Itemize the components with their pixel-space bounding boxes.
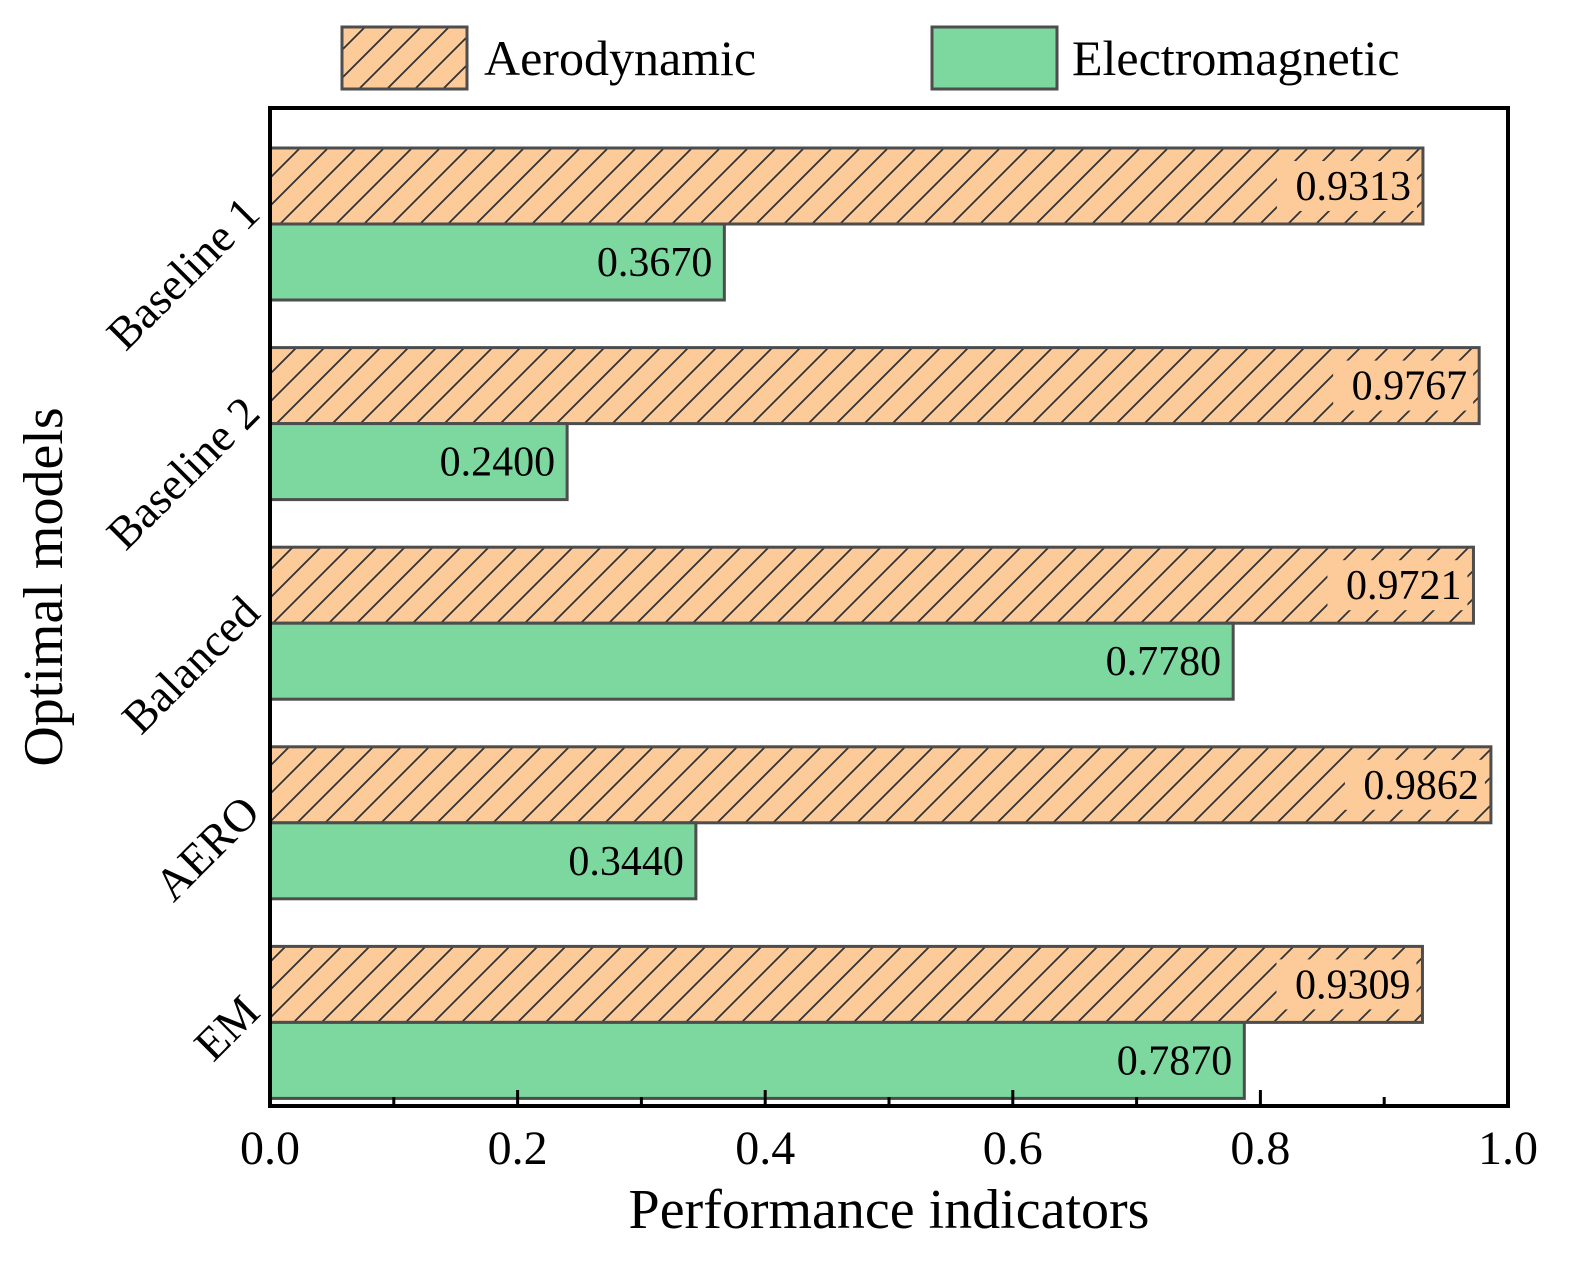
bar-label-electromagnetic-aero: 0.3440 — [568, 839, 684, 885]
bar-label-electromagnetic-baseline-1: 0.3670 — [597, 240, 713, 286]
bar-label-aerodynamic-baseline-2: 0.9767 — [1352, 364, 1468, 410]
x-tick-label-0-8: 0.8 — [1230, 1122, 1290, 1175]
legend-swatch-electromagnetic — [930, 25, 1059, 91]
bar-label-aerodynamic-balanced: 0.9721 — [1346, 563, 1462, 609]
y-tick-label-baseline-2: Baseline 2 — [97, 387, 269, 559]
y-tick-label-baseline-1: Baseline 1 — [97, 187, 269, 359]
bar-label-bg-electromagnetic-balanced — [1087, 636, 1228, 687]
bar-electromagnetic-balanced — [268, 621, 1235, 701]
bar-label-bg-electromagnetic-em — [1098, 1035, 1239, 1086]
y-tick-label-balanced: Balanced — [112, 586, 269, 743]
bar-label-bg-electromagnetic-baseline-1 — [578, 237, 719, 287]
bar-label-electromagnetic-em: 0.7870 — [1117, 1038, 1233, 1084]
bar-label-aerodynamic-em: 0.9309 — [1295, 962, 1411, 1008]
x-axis: 0.0 0.2 0.4 0.6 0.8 1.0 — [240, 1090, 1538, 1175]
bars-layer — [268, 146, 1493, 1100]
bar-aerodynamic-aero — [268, 745, 1493, 825]
legend-swatch-aerodynamic — [340, 25, 469, 91]
bar-aerodynamic-em — [268, 944, 1424, 1024]
bar-label-electromagnetic-baseline-2: 0.2400 — [440, 440, 556, 486]
bar-labels-layer: 0.9313 0.3670 0.9767 0.2400 0.9721 0.7780 0.98… — [421, 161, 1485, 1086]
y-tick-label-aero: AERO — [144, 786, 269, 911]
x-tick-label-0-2: 0.2 — [488, 1122, 548, 1175]
x-tick-label-1-0: 1.0 — [1478, 1122, 1538, 1175]
bar-label-bg-electromagnetic-baseline-2 — [421, 436, 562, 487]
legend: Aerodynamic Electromagnetic — [340, 25, 1400, 91]
bar-aerodynamic-balanced — [268, 545, 1475, 625]
x-tick-label-0-4: 0.4 — [735, 1122, 795, 1175]
y-axis-title: Optimal models — [13, 407, 75, 766]
y-axis: Baseline 1 Baseline 2 Balanced AERO EM — [97, 187, 269, 1070]
bar-electromagnetic-em — [268, 1020, 1246, 1100]
bar-label-bg-electromagnetic-aero — [549, 835, 690, 886]
y-tick-label-em: EM — [184, 985, 269, 1070]
x-tick-label-0-0: 0.0 — [240, 1122, 300, 1175]
bar-label-bg-aerodynamic-baseline-1 — [1276, 161, 1417, 211]
x-axis-title: Performance indicators — [629, 1179, 1150, 1241]
bar-aerodynamic-baseline-1 — [268, 146, 1425, 226]
bar-aerodynamic-baseline-2 — [268, 346, 1481, 426]
bar-label-bg-aerodynamic-aero — [1344, 759, 1485, 810]
legend-label-aerodynamic: Aerodynamic — [484, 30, 756, 86]
bar-label-bg-aerodynamic-balanced — [1327, 560, 1468, 611]
x-tick-label-0-6: 0.6 — [983, 1122, 1043, 1175]
legend-label-electromagnetic: Electromagnetic — [1072, 30, 1400, 86]
bar-label-aerodynamic-aero: 0.9862 — [1363, 763, 1479, 809]
bar-label-electromagnetic-balanced: 0.7780 — [1106, 639, 1222, 685]
bar-label-bg-aerodynamic-baseline-2 — [1333, 360, 1474, 411]
bar-label-bg-aerodynamic-em — [1276, 959, 1417, 1010]
bar-label-aerodynamic-baseline-1: 0.9313 — [1295, 164, 1411, 210]
